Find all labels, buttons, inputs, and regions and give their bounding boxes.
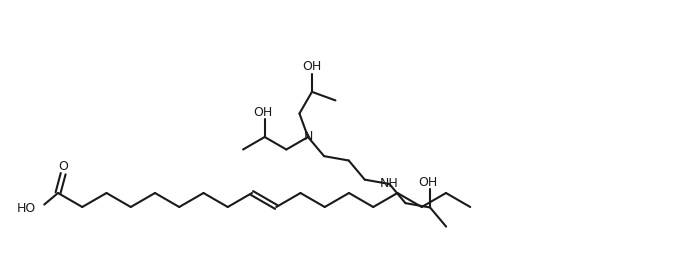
Text: O: O: [58, 160, 68, 173]
Text: N: N: [303, 130, 313, 144]
Text: OH: OH: [303, 60, 322, 73]
Text: NH: NH: [380, 178, 399, 191]
Text: OH: OH: [253, 105, 273, 118]
Text: OH: OH: [419, 176, 438, 189]
Text: HO: HO: [17, 202, 36, 215]
